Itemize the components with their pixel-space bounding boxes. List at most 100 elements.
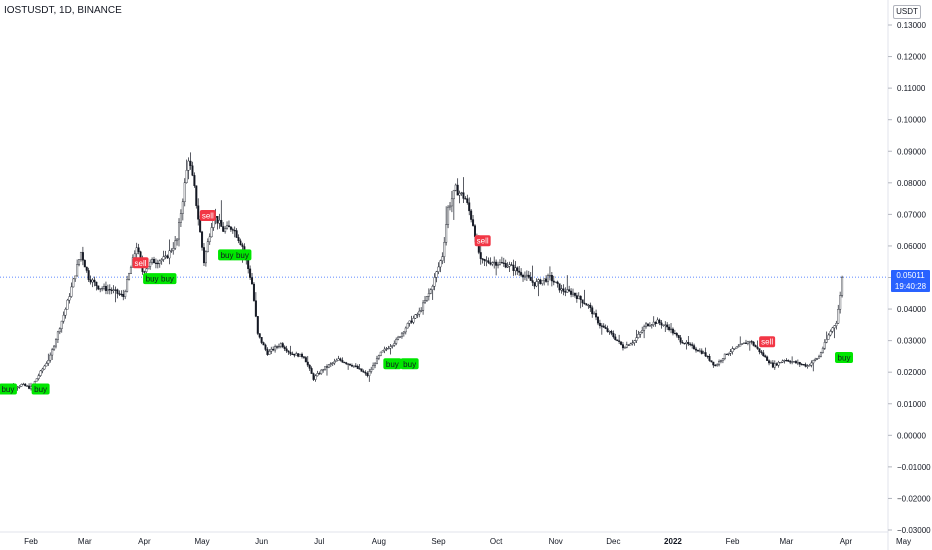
candle-body xyxy=(210,227,213,238)
candle-body xyxy=(168,250,171,259)
candle-body xyxy=(666,324,669,328)
candle-body xyxy=(606,328,609,332)
candle-body xyxy=(473,225,476,237)
candle-body xyxy=(81,252,84,261)
candle-body xyxy=(481,258,484,260)
candle-body xyxy=(621,344,624,349)
candle-body xyxy=(829,331,832,336)
candle-body xyxy=(591,307,594,315)
candle-body xyxy=(51,349,54,356)
candle-body xyxy=(627,344,630,346)
candle-body xyxy=(412,318,415,323)
candle-body xyxy=(750,341,753,343)
candle-body xyxy=(339,358,342,361)
chart-header-title: IOSTUSDT, 1D, BINANCE xyxy=(4,5,122,16)
candle-body xyxy=(64,308,67,316)
candle-body xyxy=(66,299,69,310)
signal-label-text: buy xyxy=(146,275,159,284)
candle-body xyxy=(335,360,338,362)
candle-body xyxy=(345,362,348,364)
candle-body xyxy=(554,281,557,283)
candle-body xyxy=(224,228,227,232)
candle-body xyxy=(112,289,115,291)
candle-body xyxy=(295,353,298,356)
candle-body xyxy=(670,328,673,331)
candle-body xyxy=(664,324,667,326)
candle-body xyxy=(600,325,603,327)
candle-body xyxy=(316,373,319,377)
candle-body xyxy=(779,362,782,364)
candle-body xyxy=(508,264,511,267)
candle-body xyxy=(806,365,809,367)
candle-body xyxy=(410,320,413,323)
candle-body xyxy=(819,352,822,357)
candle-body xyxy=(687,342,690,345)
candle-body xyxy=(721,358,724,361)
candle-body xyxy=(645,323,648,327)
candle-body xyxy=(304,357,307,363)
candle-body xyxy=(764,355,767,358)
candle-body xyxy=(443,242,446,257)
candle-body xyxy=(145,268,148,272)
candle-body xyxy=(306,361,309,366)
candle-body xyxy=(450,198,453,207)
candle-body xyxy=(362,371,365,373)
sell-signal-label xyxy=(199,209,216,221)
currency-button[interactable]: USDT xyxy=(893,5,921,19)
candle-body xyxy=(301,353,304,357)
candle-body xyxy=(337,358,340,361)
candle-body xyxy=(548,275,551,277)
candle-body xyxy=(812,360,815,364)
candle-body xyxy=(837,309,840,324)
x-tick-label: Jul xyxy=(314,537,324,546)
candle-body xyxy=(239,240,242,245)
candle-body xyxy=(206,241,209,253)
candle-body xyxy=(452,190,455,200)
candle-body xyxy=(773,363,776,368)
last-price-value: 0.05011 xyxy=(896,271,925,280)
signal-label-text: sell xyxy=(202,211,214,220)
candle-body xyxy=(833,325,836,329)
candle-body xyxy=(279,343,282,347)
candle-body xyxy=(79,252,82,260)
signal-label-text: buy xyxy=(161,275,174,284)
candle-body xyxy=(620,341,623,345)
y-tick-label: 0.03000 xyxy=(897,337,926,346)
candle-body xyxy=(623,347,626,349)
candle-body xyxy=(729,351,732,354)
candle-body xyxy=(625,344,628,348)
buy-signal-label xyxy=(31,383,50,395)
buy-signal-label xyxy=(400,358,419,370)
candle-body xyxy=(268,351,271,355)
candle-body xyxy=(545,278,548,282)
candle-body xyxy=(383,348,386,351)
candle-body xyxy=(518,270,521,273)
candle-body xyxy=(176,238,179,242)
candle-body xyxy=(498,262,501,265)
candle-body xyxy=(643,326,646,331)
candle-body xyxy=(197,205,200,220)
candle-body xyxy=(283,346,286,350)
candle-body xyxy=(368,371,371,376)
candle-body xyxy=(274,346,277,351)
candle-body xyxy=(258,333,261,338)
candle-body xyxy=(785,360,788,362)
candle-body xyxy=(160,259,163,262)
candle-body xyxy=(614,336,617,340)
signal-label-text: sell xyxy=(135,259,147,268)
y-tick-label: −0.03000 xyxy=(897,526,931,535)
candle-body xyxy=(583,302,586,305)
x-tick-label: May xyxy=(194,537,209,546)
candle-body xyxy=(650,324,653,326)
candle-body xyxy=(222,226,225,232)
candle-body xyxy=(256,316,259,334)
candle-body xyxy=(347,363,350,365)
candle-body xyxy=(522,275,525,278)
candle-body xyxy=(318,373,321,375)
candle-body xyxy=(129,267,132,275)
candle-body xyxy=(581,299,584,304)
candle-body xyxy=(445,224,448,243)
candle-body xyxy=(741,343,744,345)
candle-body xyxy=(679,337,682,343)
